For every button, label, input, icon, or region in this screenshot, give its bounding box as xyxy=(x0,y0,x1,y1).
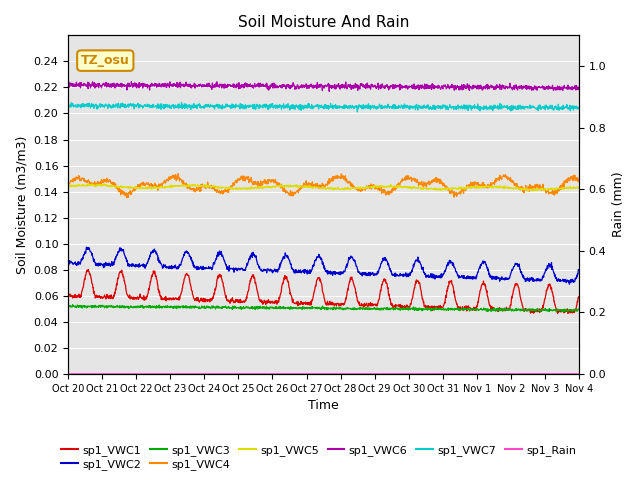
sp1_VWC6 xyxy=(156,84,164,89)
sp1_VWC1 xyxy=(451,294,459,300)
sp1_VWC4 xyxy=(508,177,516,183)
sp1_VWC2 xyxy=(259,267,266,273)
sp1_VWC7 xyxy=(353,109,361,115)
sp1_VWC4 xyxy=(166,177,173,182)
sp1_VWC4 xyxy=(259,182,266,188)
sp1_VWC4 xyxy=(212,187,220,193)
sp1_VWC1 xyxy=(84,267,92,273)
sp1_VWC3 xyxy=(156,304,164,310)
sp1_VWC4 xyxy=(174,171,182,177)
sp1_VWC2 xyxy=(566,281,573,287)
Line: sp1_VWC6: sp1_VWC6 xyxy=(68,81,579,91)
sp1_VWC7 xyxy=(212,104,220,109)
sp1_VWC7 xyxy=(166,105,173,111)
sp1_VWC4 xyxy=(64,183,72,189)
Text: TZ_osu: TZ_osu xyxy=(81,54,130,67)
Line: sp1_VWC3: sp1_VWC3 xyxy=(68,305,579,312)
sp1_VWC2 xyxy=(83,244,90,250)
sp1_Rain xyxy=(381,371,388,376)
sp1_VWC1 xyxy=(156,293,164,299)
sp1_Rain xyxy=(97,371,104,377)
sp1_VWC2 xyxy=(166,264,173,270)
sp1_VWC4 xyxy=(575,177,583,183)
Line: sp1_VWC5: sp1_VWC5 xyxy=(68,184,579,191)
sp1_VWC5 xyxy=(212,184,220,190)
sp1_Rain xyxy=(575,371,583,377)
sp1_Rain xyxy=(451,371,459,377)
sp1_VWC7 xyxy=(178,100,186,106)
sp1_Rain xyxy=(212,371,220,377)
sp1_VWC1 xyxy=(259,300,266,305)
Line: sp1_VWC2: sp1_VWC2 xyxy=(68,247,579,284)
sp1_VWC7 xyxy=(451,104,459,109)
sp1_Rain xyxy=(64,371,72,377)
sp1_VWC5 xyxy=(575,184,583,190)
sp1_VWC6 xyxy=(451,84,459,89)
sp1_VWC2 xyxy=(575,267,583,273)
sp1_VWC2 xyxy=(451,265,459,271)
sp1_VWC7 xyxy=(259,103,266,109)
sp1_VWC6 xyxy=(212,81,220,86)
Legend: sp1_VWC1, sp1_VWC2, sp1_VWC3, sp1_VWC4, sp1_VWC5, sp1_VWC6, sp1_VWC7, sp1_Rain: sp1_VWC1, sp1_VWC2, sp1_VWC3, sp1_VWC4, … xyxy=(57,441,581,474)
sp1_VWC3 xyxy=(451,305,459,311)
sp1_VWC3 xyxy=(558,309,566,314)
sp1_VWC1 xyxy=(166,295,173,301)
sp1_VWC7 xyxy=(156,105,164,111)
sp1_VWC1 xyxy=(575,294,583,300)
Line: sp1_VWC7: sp1_VWC7 xyxy=(68,103,579,112)
sp1_VWC2 xyxy=(156,261,164,266)
sp1_VWC6 xyxy=(508,84,516,90)
sp1_VWC5 xyxy=(166,185,173,191)
sp1_VWC7 xyxy=(508,103,516,108)
Line: sp1_VWC4: sp1_VWC4 xyxy=(68,174,579,198)
sp1_VWC3 xyxy=(575,307,583,312)
sp1_VWC3 xyxy=(508,308,515,314)
sp1_VWC6 xyxy=(64,80,72,85)
sp1_Rain xyxy=(156,371,164,377)
sp1_VWC5 xyxy=(259,184,266,190)
sp1_VWC3 xyxy=(259,304,266,310)
sp1_Rain xyxy=(508,371,516,377)
sp1_VWC6 xyxy=(259,83,266,88)
sp1_VWC5 xyxy=(529,188,537,194)
sp1_VWC3 xyxy=(212,304,220,310)
sp1_VWC4 xyxy=(123,195,131,201)
sp1_VWC6 xyxy=(166,79,173,85)
Line: sp1_VWC1: sp1_VWC1 xyxy=(68,270,579,313)
sp1_Rain xyxy=(259,371,266,377)
sp1_VWC7 xyxy=(64,104,72,110)
sp1_VWC3 xyxy=(64,302,72,308)
sp1_VWC3 xyxy=(166,303,173,309)
sp1_VWC4 xyxy=(451,192,459,197)
sp1_VWC5 xyxy=(451,185,459,191)
sp1_VWC2 xyxy=(212,256,220,262)
sp1_VWC1 xyxy=(64,292,72,298)
Y-axis label: Rain (mm): Rain (mm) xyxy=(612,172,625,238)
sp1_VWC5 xyxy=(64,184,72,190)
sp1_VWC1 xyxy=(212,285,220,290)
sp1_VWC2 xyxy=(64,262,72,268)
sp1_Rain xyxy=(166,371,173,377)
sp1_VWC6 xyxy=(575,85,583,91)
sp1_VWC5 xyxy=(88,181,96,187)
sp1_VWC4 xyxy=(156,184,164,190)
sp1_VWC6 xyxy=(65,78,72,84)
Title: Soil Moisture And Rain: Soil Moisture And Rain xyxy=(238,15,409,30)
sp1_VWC6 xyxy=(325,88,333,94)
Y-axis label: Soil Moisture (m3/m3): Soil Moisture (m3/m3) xyxy=(15,135,28,274)
sp1_VWC3 xyxy=(68,302,76,308)
sp1_VWC5 xyxy=(508,185,515,191)
sp1_VWC2 xyxy=(508,268,515,274)
sp1_VWC1 xyxy=(508,294,515,300)
X-axis label: Time: Time xyxy=(308,399,339,412)
sp1_VWC5 xyxy=(156,184,164,190)
sp1_VWC7 xyxy=(575,105,583,111)
sp1_VWC1 xyxy=(564,311,572,316)
